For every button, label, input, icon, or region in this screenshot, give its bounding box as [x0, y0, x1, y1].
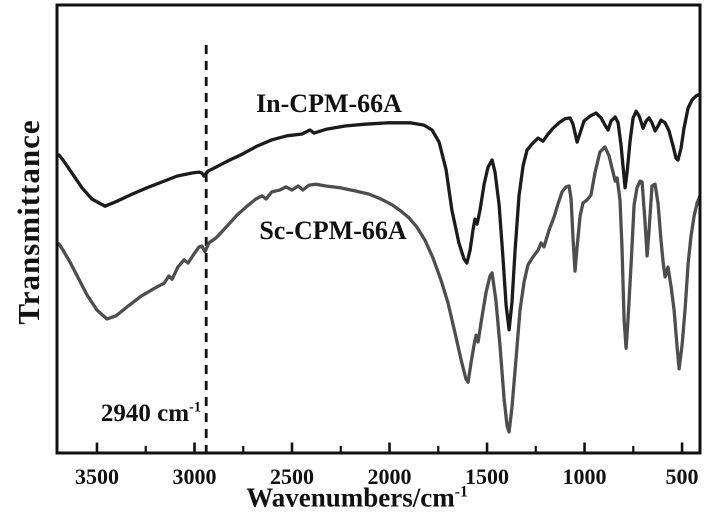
- x-tick-label: 1000: [563, 464, 607, 489]
- x-tick-label: 1500: [465, 464, 509, 489]
- reference-line-annotation: 2940 cm-1: [101, 400, 201, 428]
- series-label-in-cpm-66a: In-CPM-66A: [256, 89, 402, 118]
- plot-frame: [55, 3, 702, 455]
- annotation-text: 2940 cm: [100, 400, 190, 427]
- curve-sc-cpm-66a: [58, 145, 699, 434]
- annotation-superscript: -1: [189, 399, 202, 416]
- x-tick-label: 2000: [368, 464, 412, 489]
- x-axis-title-superscript: -1: [454, 483, 468, 501]
- x-tick-label: 500: [666, 464, 699, 489]
- series-label-sc-cpm-66a: Sc-CPM-66A: [259, 216, 407, 245]
- x-tick-label: 3500: [75, 464, 119, 489]
- x-axis-title: Wavenumbers/cm-1: [246, 483, 468, 514]
- x-tick-label: 2500: [270, 464, 314, 489]
- y-axis-title: Transmittance: [11, 119, 46, 325]
- x-axis-title-text: Wavenumbers/cm: [246, 482, 455, 513]
- curve-in-cpm-66a: [58, 93, 699, 332]
- x-tick-label: 3000: [172, 464, 216, 489]
